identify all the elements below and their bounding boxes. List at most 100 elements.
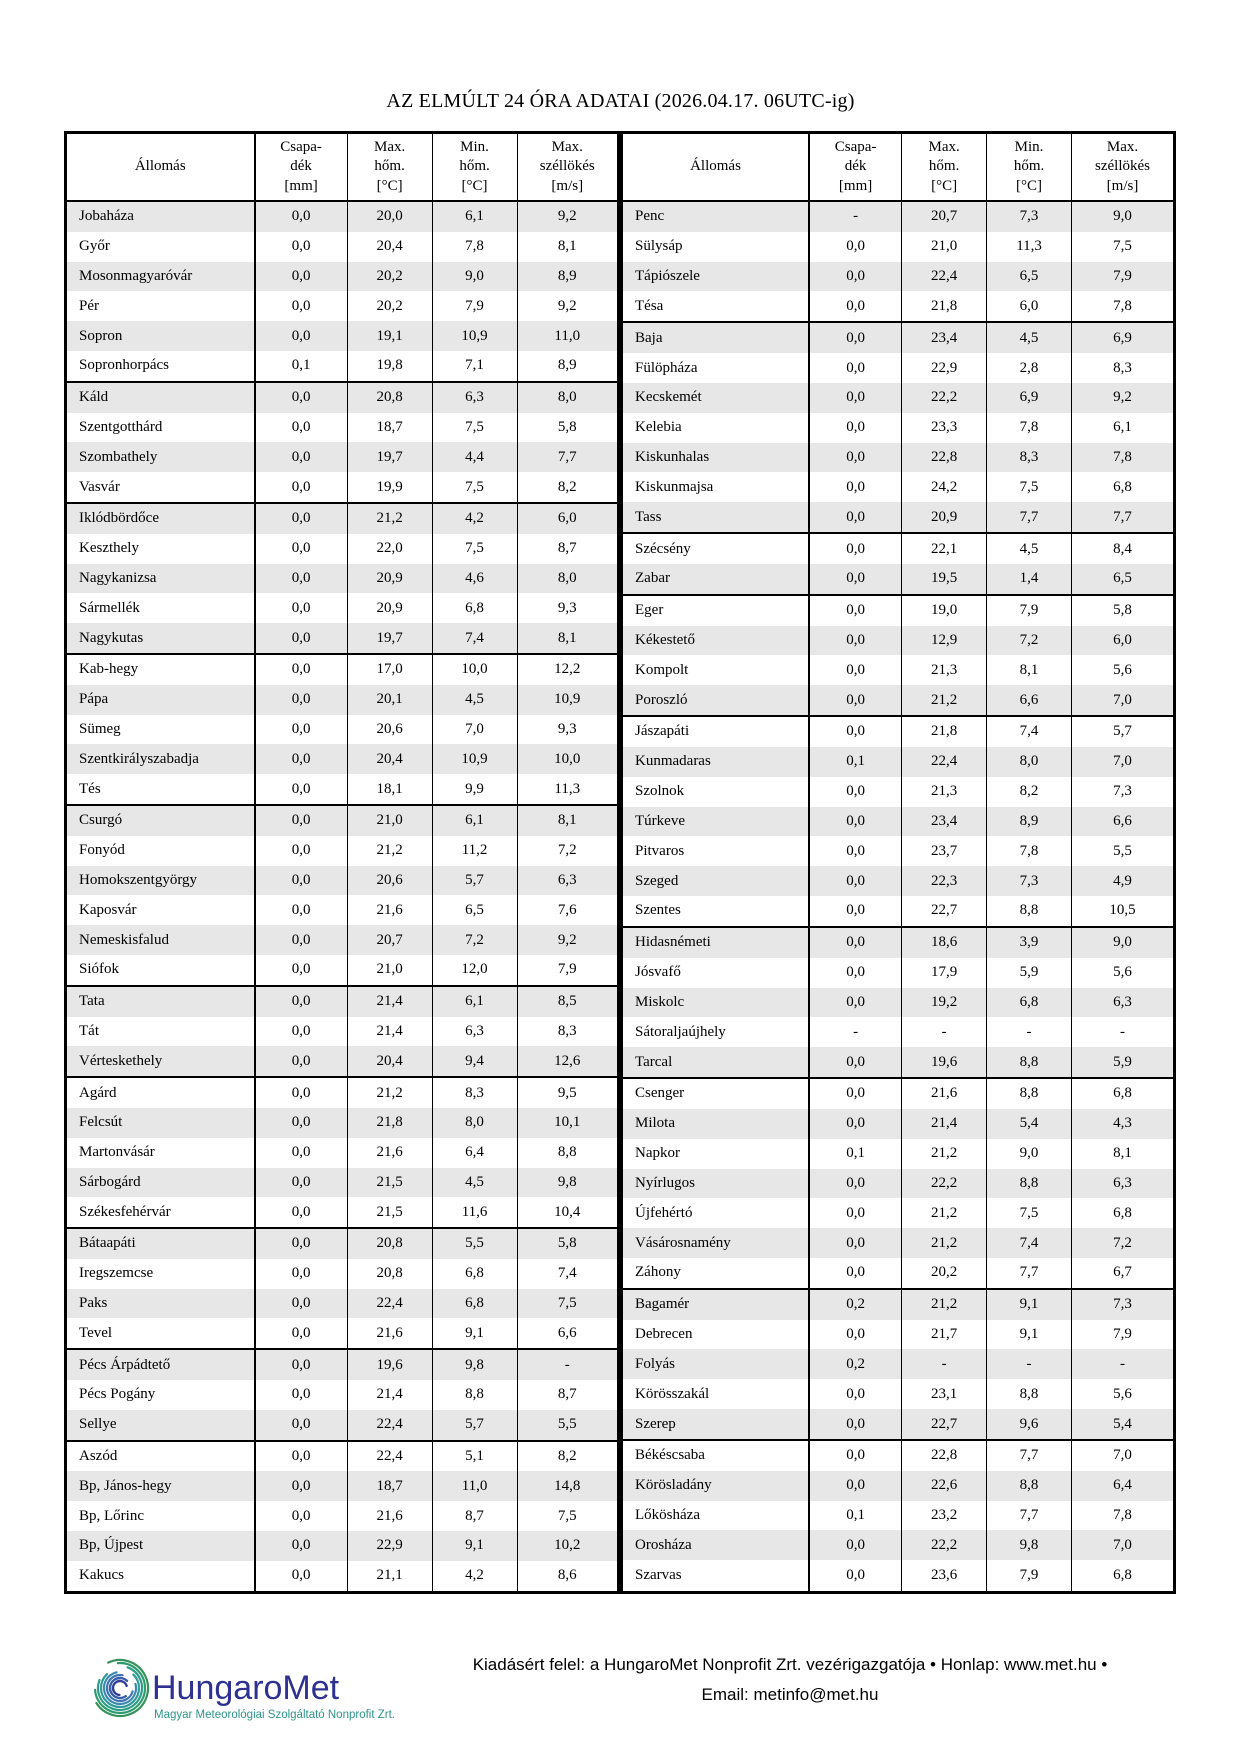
value-cell: 23,2 <box>901 1500 988 1531</box>
value-cell: 0,0 <box>254 1349 348 1381</box>
value-cell: 7,7 <box>986 502 1072 535</box>
station-name-cell: Tát <box>67 1016 256 1047</box>
value-cell: 0,0 <box>254 1531 348 1561</box>
value-cell: 7,2 <box>1113 1234 1132 1251</box>
value-cell: 17,0 <box>347 653 433 685</box>
col-header-station: Állomás <box>621 134 811 202</box>
value-cell: 21,6 <box>347 1318 433 1351</box>
logo-wordmark: HungaroMet <box>152 1669 340 1707</box>
value-cell: 4,5 <box>432 684 518 715</box>
table-row: Folyás 0,2- - - <box>621 1349 1173 1380</box>
value-cell: 7,6 <box>557 901 577 918</box>
value-cell: 20,9 <box>347 563 433 594</box>
value-cell: 6,3 <box>1113 1174 1132 1191</box>
value-cell: 6,0 <box>557 510 577 527</box>
value-cell: 0,0 <box>254 744 348 775</box>
station-name-cell: Szentes <box>621 896 811 928</box>
value-cell: 8,0 <box>432 1107 518 1138</box>
value-cell: 6,3 <box>432 1016 518 1047</box>
value-cell: 4,2 <box>432 1560 518 1591</box>
table-row: Tarcal 0,0 19,6 8,8 5,9 <box>621 1047 1173 1080</box>
value-cell: 11,3 <box>517 774 619 806</box>
station-name-cell: Pécs Árpádtető <box>67 1349 256 1381</box>
value-cell: 22,3 <box>901 866 988 897</box>
value-cell: 21,3 <box>901 655 988 686</box>
station-name-cell: Tés <box>67 774 256 806</box>
value-cell: 0,0 <box>809 1078 903 1109</box>
value-cell: 0,0 <box>254 1046 348 1079</box>
station-name-cell: Poroszló <box>621 685 811 718</box>
value-cell: 0,0 <box>809 1560 903 1591</box>
value-cell: 0,0 <box>809 1108 903 1139</box>
value-cell: 7,0 <box>432 714 518 745</box>
value-cell: 8,9 <box>517 350 619 383</box>
value-cell: 0,0 <box>809 472 903 503</box>
table-row: Nyírlugos 0,0 22,2 8,8 6,3 <box>621 1168 1173 1199</box>
value-cell: 6,1 <box>432 201 518 232</box>
value-cell: 9,2 <box>557 208 577 225</box>
value-cell: 21,4 <box>347 985 433 1017</box>
value-cell: 7,9 <box>432 291 518 322</box>
value-cell: 8,9 <box>986 806 1072 837</box>
value-cell: 6,8 <box>1113 1085 1132 1102</box>
value-cell: 7,7 <box>986 1439 1072 1471</box>
value-cell: 21,0 <box>347 954 433 987</box>
table-row: Miskolc 0,0 19,2 6,8 6,3 <box>621 987 1173 1018</box>
value-cell: 10,9 <box>432 321 518 351</box>
value-cell: 0,1 <box>809 1500 903 1531</box>
value-cell: 9,0 <box>432 261 518 292</box>
table-row: Iklódbördőce 0,0 21,2 4,2 6,0 <box>67 502 619 534</box>
value-cell: 7,9 <box>517 954 619 987</box>
table-row: Körösladány 0,0 22,6 8,8 6,4 <box>621 1470 1173 1501</box>
value-cell: 9,2 <box>1113 389 1132 406</box>
table-row: Orosháza 0,0 22,2 9,8 7,0 <box>621 1530 1173 1561</box>
value-cell: 20,1 <box>347 684 433 715</box>
station-name-cell: Zabar <box>621 563 811 596</box>
value-cell: 12,2 <box>554 661 581 678</box>
station-name-cell: Tass <box>621 502 811 535</box>
table-row: Pitvaros 0,0 23,7 7,8 5,5 <box>621 836 1174 867</box>
value-cell: 21,0 <box>901 231 988 262</box>
table-row: Bp, Újpest 0,0 22,9 9,1 10,2 <box>67 1531 619 1561</box>
value-cell: 21,7 <box>901 1319 988 1350</box>
value-cell: 7,2 <box>432 925 518 955</box>
value-cell: 0,0 <box>809 806 903 837</box>
table-row: Agárd 0,0 21,2 8,3 9,5 <box>67 1077 619 1108</box>
value-cell: 10,0 <box>432 653 518 685</box>
table-row: Székesfehérvár 0,0 21,5 11,6 10,4 <box>67 1197 619 1230</box>
table-row: Baja 0,0 23,4 4,5 6,9 <box>621 322 1173 354</box>
value-cell: - <box>809 201 903 232</box>
station-name-cell: Lőkösháza <box>621 1500 811 1531</box>
table-row: Nemeskisfalud 0,0 20,7 7,2 9,2 <box>67 925 619 955</box>
value-cell: 7,0 <box>1071 685 1173 718</box>
station-name-cell: Penc <box>621 201 811 232</box>
value-cell: 19,5 <box>901 563 988 596</box>
value-cell: 5,8 <box>557 418 577 435</box>
value-cell: 9,8 <box>557 1173 577 1190</box>
value-cell: 6,1 <box>432 804 518 836</box>
value-cell: 4,6 <box>432 563 518 594</box>
station-name-cell: Kakucs <box>67 1560 256 1591</box>
value-cell: 7,3 <box>986 866 1072 897</box>
station-name-cell: Tésa <box>621 291 811 324</box>
station-name-cell: Pécs Pogány <box>67 1380 256 1410</box>
value-cell: 7,5 <box>432 533 518 564</box>
table-row: Tát 0,0 21,4 6,3 8,3 <box>67 1016 619 1047</box>
value-cell: 0,0 <box>809 442 903 473</box>
value-cell: 7,8 <box>432 231 518 262</box>
value-cell: 0,0 <box>809 866 903 897</box>
value-cell: 8,3 <box>1113 359 1132 376</box>
station-name-cell: Bp, János-hegy <box>67 1471 256 1502</box>
value-cell: 22,6 <box>901 1470 988 1501</box>
value-cell: 8,1 <box>1113 1145 1132 1162</box>
value-cell: 21,6 <box>901 1078 988 1109</box>
value-cell: 6,5 <box>986 261 1072 292</box>
value-cell: 0,0 <box>254 1228 348 1259</box>
value-cell: 19,7 <box>347 442 433 473</box>
station-name-cell: Csenger <box>621 1078 811 1109</box>
value-cell: 20,6 <box>347 865 433 896</box>
value-cell: 6,4 <box>432 1137 518 1168</box>
value-cell: 20,4 <box>347 231 433 262</box>
table-row: Pér 0,0 20,2 7,9 9,2 <box>67 291 619 322</box>
value-cell: 22,2 <box>901 1168 988 1199</box>
